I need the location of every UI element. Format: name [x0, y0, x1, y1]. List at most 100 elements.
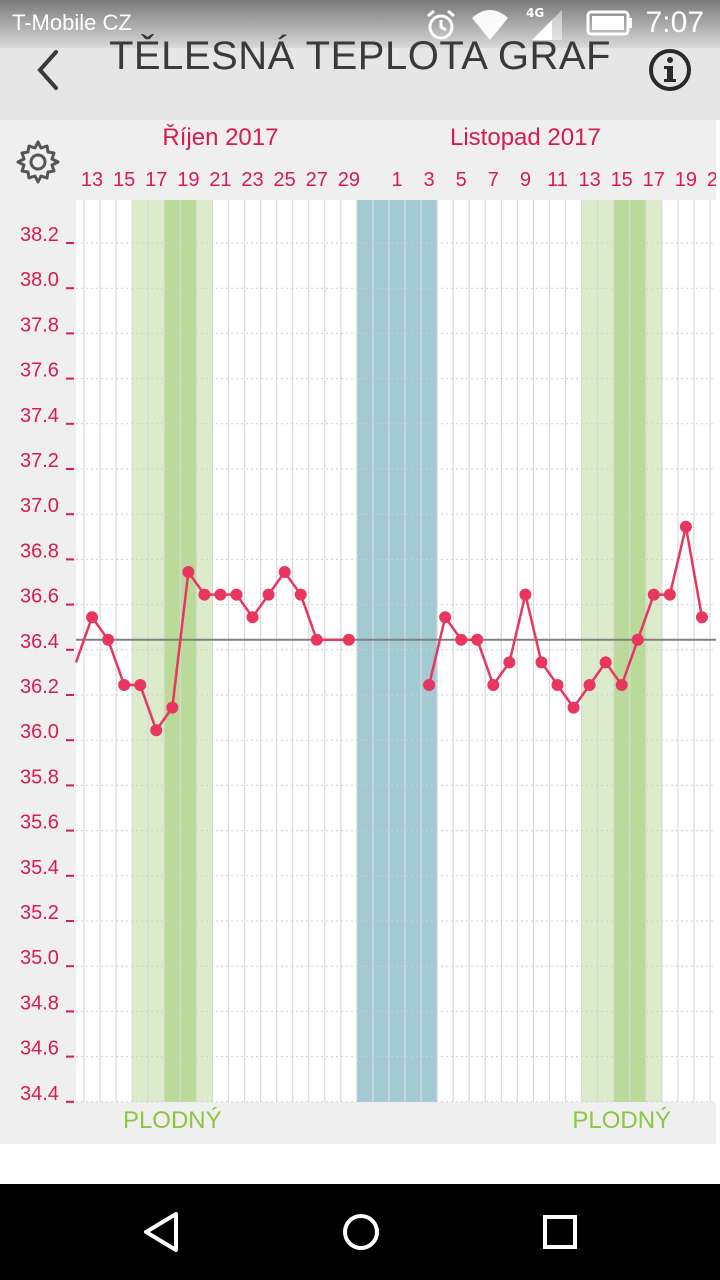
data-point: [182, 566, 195, 578]
x-tick-label: 27: [306, 169, 328, 191]
app-bar: TĚLESNÁ TEPLOTA GRAF: [0, 34, 720, 120]
clock: 7:07: [645, 6, 704, 39]
data-point: [278, 566, 291, 578]
data-point: [599, 656, 612, 669]
fertile-label: PLODNÝ: [572, 1107, 671, 1134]
back-triangle-icon: [144, 1212, 178, 1252]
settings-button[interactable]: [14, 138, 62, 186]
data-point: [134, 679, 147, 691]
y-tick-label: 37.2: [20, 450, 59, 472]
x-tick-label: 7: [488, 169, 499, 191]
alarm-icon: [427, 9, 455, 40]
y-tick-label: 35.4: [20, 857, 59, 879]
data-point: [695, 611, 708, 624]
data-point: [86, 611, 99, 624]
info-button[interactable]: [640, 40, 700, 100]
wifi-icon: [472, 10, 508, 40]
data-point: [535, 656, 548, 669]
temperature-chart[interactable]: PLODNÝ PLODNÝ 38.2 38.0 37.8 37.6 37.4 37.2 37.0…: [0, 120, 716, 1144]
day-gridlines: [83, 200, 711, 1102]
period-band: [356, 200, 438, 1102]
data-point: [166, 701, 179, 714]
recents-square-icon: [543, 1215, 577, 1249]
y-tick-label: 35.8: [20, 766, 59, 788]
x-tick-label: 19: [177, 169, 199, 191]
data-point: [294, 588, 307, 601]
x-tick-label: 17: [145, 169, 167, 191]
gear-icon: [16, 140, 60, 184]
nav-home-button[interactable]: [331, 1202, 391, 1262]
month-label: Říjen 2017: [162, 124, 278, 151]
y-tick-label: 34.4: [20, 1083, 59, 1105]
data-point: [423, 679, 436, 691]
data-point: [310, 633, 323, 646]
temperature-series: [74, 520, 708, 737]
x-tick-label: 13: [81, 169, 103, 191]
status-bar: T-Mobile CZ 4G 7:07: [0, 0, 720, 48]
data-point: [679, 520, 692, 533]
y-tick-label: 37.0: [20, 495, 59, 517]
y-tick-label: 38.0: [20, 269, 59, 291]
y-tick-label: 37.6: [20, 360, 59, 382]
data-point: [342, 633, 355, 646]
y-tick-label: 34.8: [20, 992, 59, 1014]
y-tick-label: 37.8: [20, 314, 59, 336]
data-point: [214, 588, 227, 601]
fertile-label: PLODNÝ: [123, 1107, 222, 1134]
data-point: [198, 588, 211, 601]
y-tick-label: 36.8: [20, 540, 59, 562]
y-tick-label: 37.4: [20, 405, 59, 427]
navigation-bar: [0, 1184, 720, 1280]
x-tick-label: 3: [424, 169, 435, 191]
month-label: Listopad 2017: [450, 124, 601, 151]
data-point: [471, 633, 484, 646]
x-tick-label: 5: [456, 169, 467, 191]
data-point: [663, 588, 676, 601]
x-tick-label: 29: [338, 169, 360, 191]
y-tick-label: 36.2: [20, 676, 59, 698]
data-point: [615, 679, 628, 691]
back-button[interactable]: [20, 48, 80, 108]
data-point: [262, 588, 275, 601]
carrier-label: T-Mobile CZ: [12, 10, 132, 35]
data-point: [647, 588, 660, 601]
bottom-spacer: [0, 1144, 720, 1184]
battery-icon: [586, 10, 632, 36]
data-point: [118, 679, 131, 691]
network-label: 4G: [526, 6, 545, 20]
x-tick-label: 25: [274, 169, 296, 191]
data-point: [150, 724, 163, 737]
data-point: [567, 701, 580, 714]
y-tick-label: 34.6: [20, 1038, 59, 1060]
x-tick-label: 19: [675, 169, 697, 191]
data-point: [519, 588, 532, 601]
data-point: [439, 611, 452, 624]
chart-canvas[interactable]: PLODNÝ PLODNÝ 38.2 38.0 37.8 37.6 37.4 37.2 37.0…: [0, 120, 716, 1144]
data-point: [455, 633, 468, 646]
signal-icon: [532, 10, 562, 40]
x-tick-label: 9: [520, 169, 531, 191]
data-point: [503, 656, 516, 669]
nav-back-button[interactable]: [132, 1202, 192, 1262]
data-point: [583, 679, 596, 691]
data-point: [246, 611, 259, 624]
nav-recents-button[interactable]: [530, 1202, 590, 1262]
x-tick-label: 15: [611, 169, 633, 191]
chevron-left-icon: [37, 50, 58, 90]
data-point: [102, 633, 115, 646]
x-tick-label: 13: [578, 169, 600, 191]
data-point: [230, 588, 243, 601]
x-tick-label: 23: [241, 169, 263, 191]
x-tick-label: 21: [209, 169, 231, 191]
y-tick-label: 36.4: [20, 631, 59, 653]
y-tick-label: 36.0: [20, 721, 59, 743]
y-tick-label: 36.6: [20, 586, 59, 608]
x-tick-label: 17: [643, 169, 665, 191]
y-tick-label: 35.6: [20, 812, 59, 834]
data-point: [487, 679, 500, 691]
x-tick-label: 15: [113, 169, 135, 191]
x-tick-label: 1: [391, 169, 402, 191]
data-point: [631, 633, 644, 646]
x-tick-label: 11: [547, 169, 568, 191]
home-circle-icon: [343, 1214, 379, 1250]
